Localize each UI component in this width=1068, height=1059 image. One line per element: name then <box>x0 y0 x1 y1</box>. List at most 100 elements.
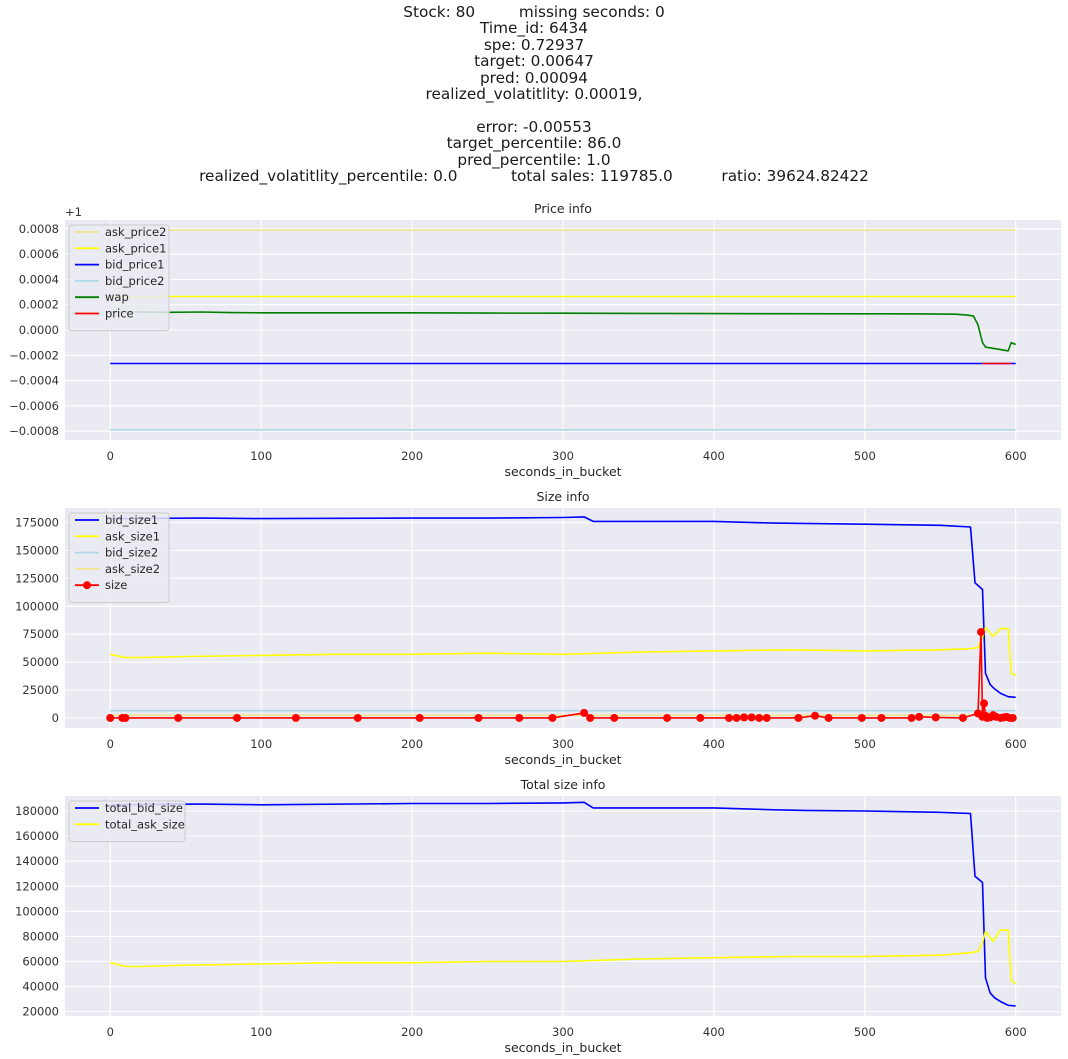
y-tick-label: 0.0006 <box>19 247 59 261</box>
suptitle-line: target: 0.00647 <box>474 52 594 71</box>
data-point-size <box>915 712 924 721</box>
legend: ask_price2 ask_price1 bid_price1 bid_price2… <box>68 224 170 332</box>
series-line-total_bid_size <box>110 801 1016 1007</box>
data-point-size <box>977 627 986 636</box>
y-tick-label: 140000 <box>15 854 59 868</box>
legend-marker <box>83 581 91 590</box>
data-point-size <box>106 713 115 722</box>
legend-box <box>68 800 186 843</box>
data-point-size <box>958 713 967 722</box>
suptitle-line: target_percentile: 86.0 <box>446 134 622 153</box>
suptitle-line: spe: 0.72937 <box>483 35 585 54</box>
data-point-size <box>931 713 940 722</box>
x-tick-label: 400 <box>703 1025 725 1039</box>
series-group <box>106 516 1017 722</box>
data-point-size <box>907 713 916 722</box>
x-tick-label: 200 <box>401 737 423 751</box>
series-line-wap <box>110 310 1017 352</box>
data-point-size <box>747 713 756 722</box>
data-point-size <box>696 713 705 722</box>
y-tick-label: −0.0002 <box>9 348 59 362</box>
y-tick-label: 50000 <box>22 655 59 669</box>
y-tick-label: −0.0004 <box>9 374 59 388</box>
legend-label: ask_size2 <box>105 562 160 576</box>
data-point-size <box>610 713 619 722</box>
legend-label: bid_size2 <box>105 546 158 560</box>
data-point-size <box>740 713 749 722</box>
x-tick-label: 0 <box>107 1025 114 1039</box>
x-axis-label: seconds_in_bucket <box>504 464 621 479</box>
data-point-size <box>794 713 803 722</box>
data-point-size <box>515 713 524 722</box>
x-tick-label: 100 <box>250 449 272 463</box>
subplot-title: Total size info <box>520 777 606 792</box>
y-tick-label: 175000 <box>15 516 59 530</box>
subplot-title: Price info <box>534 201 592 216</box>
x-tick-label: 100 <box>250 1025 272 1039</box>
x-axis-label: seconds_in_bucket <box>504 752 621 767</box>
data-point-size <box>174 713 183 722</box>
legend-label: ask_price2 <box>105 225 166 239</box>
legend-label: wap <box>105 290 129 304</box>
legend-box <box>68 512 170 603</box>
data-point-size <box>548 713 557 722</box>
data-point-size <box>824 713 833 722</box>
figure-suptitle: Stock: 80 missing seconds: 0 Time_id: 643… <box>0 3 1068 186</box>
y-tick-label: 20000 <box>22 1005 59 1019</box>
y-tick-label: 180000 <box>15 804 59 818</box>
x-tick-label: 200 <box>401 1025 423 1039</box>
legend-box <box>68 224 170 332</box>
y-tick-label: 0.0002 <box>19 298 59 312</box>
y-tick-label: 25000 <box>22 683 59 697</box>
series-line-bid_size1 <box>110 516 1016 699</box>
y-tick-label: 125000 <box>15 571 59 585</box>
series-group <box>110 801 1017 1007</box>
data-point-size <box>415 713 424 722</box>
data-point-size <box>857 713 866 722</box>
data-point-size <box>233 713 242 722</box>
suptitle-line: realized_volatitlity_percentile: 0.0 tot… <box>199 167 869 186</box>
data-point-size <box>663 713 672 722</box>
data-point-size <box>580 708 589 717</box>
y-tick-label: 100000 <box>15 904 59 918</box>
suptitle-line: pred_percentile: 1.0 <box>457 150 611 169</box>
suptitle-line: Time_id: 6434 <box>480 19 588 38</box>
y-tick-label: 0 <box>52 711 59 725</box>
legend-label: price <box>105 307 134 321</box>
x-tick-label: 0 <box>107 737 114 751</box>
x-tick-label: 500 <box>854 737 876 751</box>
suptitle-line: Stock: 80 missing seconds: 0 <box>403 3 665 21</box>
data-point-size <box>725 713 733 722</box>
data-point-size <box>353 713 362 722</box>
series-line-ask_size1 <box>110 626 1017 677</box>
series-line-total_ask_size <box>110 929 1017 985</box>
x-tick-label: 400 <box>703 449 725 463</box>
y-tick-label: 40000 <box>22 980 59 994</box>
y-tick-label: −0.0006 <box>9 399 59 413</box>
y-tick-label: 100000 <box>15 599 59 613</box>
x-tick-label: 300 <box>552 449 574 463</box>
x-tick-label: 300 <box>552 737 574 751</box>
x-tick-label: 0 <box>107 449 114 463</box>
x-tick-label: 600 <box>1005 449 1027 463</box>
legend-label: ask_price1 <box>105 241 166 255</box>
data-point-size <box>474 713 483 722</box>
x-tick-label: 500 <box>854 1025 876 1039</box>
legend-label: total_bid_size <box>105 801 183 815</box>
data-point-size <box>1008 713 1017 722</box>
y-tick-label: 60000 <box>22 954 59 968</box>
data-point-size <box>732 713 741 722</box>
x-tick-label: 600 <box>1005 737 1027 751</box>
legend-label: bid_size1 <box>105 513 158 527</box>
data-point-size <box>811 711 820 720</box>
subplot-3: 0 100 200 300 400 500 600 20000 40000 60000 80000 1… <box>15 777 1061 1055</box>
y-tick-label: 0.0008 <box>19 222 59 236</box>
y-tick-label: 160000 <box>15 829 59 843</box>
subplot-title: Size info <box>536 489 589 504</box>
x-tick-label: 100 <box>250 737 272 751</box>
y-tick-label: 80000 <box>22 929 59 943</box>
data-point-size <box>586 713 595 722</box>
legend-label: ask_size1 <box>105 529 160 543</box>
